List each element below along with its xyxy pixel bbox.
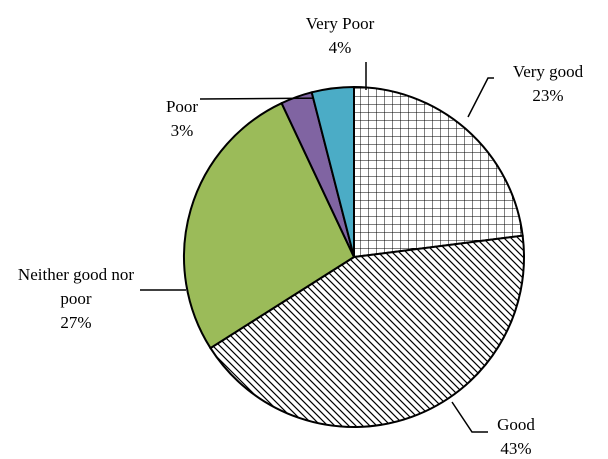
category-name: Poor [165,97,199,116]
slice-label: Poor 3% [137,95,227,143]
category-name: Neither good nor poor [17,265,135,308]
slice-label: Very good 23% [483,60,608,108]
slice-label: Good 43% [471,413,561,459]
pie-slice [182,101,356,350]
value-label: 3% [170,121,194,140]
category-name: Very Poor [305,14,375,33]
slice-label: Very Poor 4% [285,12,395,60]
pie-slice [353,85,524,259]
value-label: 27% [60,313,92,332]
value-label: 4% [328,38,352,57]
slice-label: Neither good nor poor 27% [9,263,144,335]
leader-line [467,77,494,118]
leader-line [199,97,335,100]
category-name: Very good [512,62,584,81]
value-label: 23% [532,86,564,105]
category-name: Good [497,415,535,434]
value-label: 43% [500,439,532,458]
pie-slice [209,234,525,428]
leader-line [451,401,488,433]
pie-slice [310,85,355,258]
